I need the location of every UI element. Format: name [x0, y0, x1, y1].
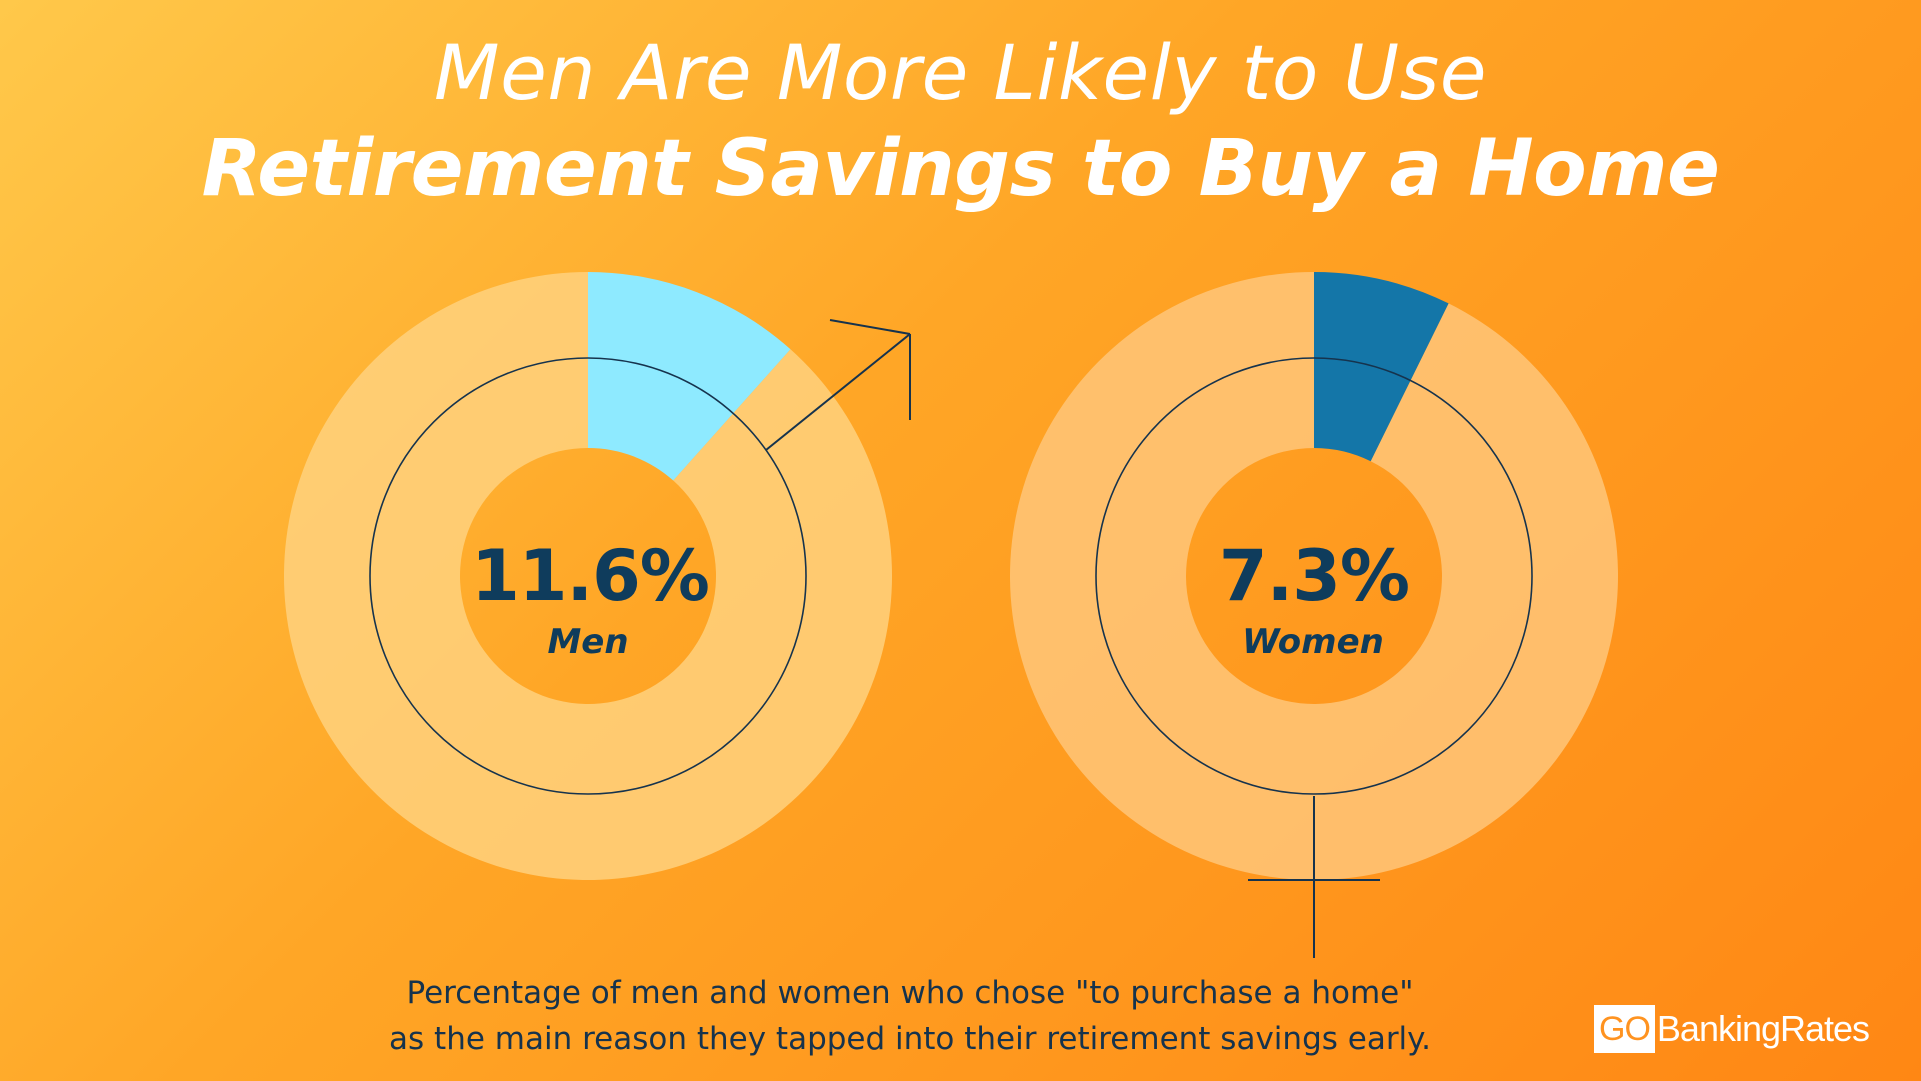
men-percent-label: 11.6%: [471, 535, 710, 617]
women-percent-label: 7.3%: [1218, 535, 1410, 617]
men-highlight-slice: [588, 272, 791, 481]
logo-go-box: GO: [1594, 1005, 1655, 1053]
women-category-label: Women: [1242, 622, 1384, 662]
logo-text: BankingRates: [1656, 1008, 1870, 1049]
women-inner-ring-outline: [1095, 357, 1533, 795]
female-symbol-icon: [1248, 796, 1380, 958]
gobankingrates-logo: GO BankingRates: [1594, 1004, 1870, 1054]
title-line-1: Men Are More Likely to Use: [434, 28, 1487, 117]
caption-line-2: as the main reason they tapped into thei…: [389, 1021, 1431, 1057]
men-category-label: Men: [547, 622, 629, 662]
caption-line-1: Percentage of men and women who chose "t…: [406, 975, 1414, 1011]
title-line-2: Retirement Savings to Buy a Home: [201, 124, 1720, 214]
men-remaining-slice: [283, 272, 892, 880]
women-donut-chart: [1010, 272, 1619, 880]
men-donut-chart: [283, 272, 892, 880]
women-highlight-slice: [1314, 272, 1449, 462]
women-remaining-slice: [1010, 272, 1619, 880]
men-inner-ring-outline: [369, 357, 807, 795]
male-symbol-icon: [765, 319, 911, 451]
caption: Percentage of men and women who chose "t…: [380, 970, 1440, 1062]
